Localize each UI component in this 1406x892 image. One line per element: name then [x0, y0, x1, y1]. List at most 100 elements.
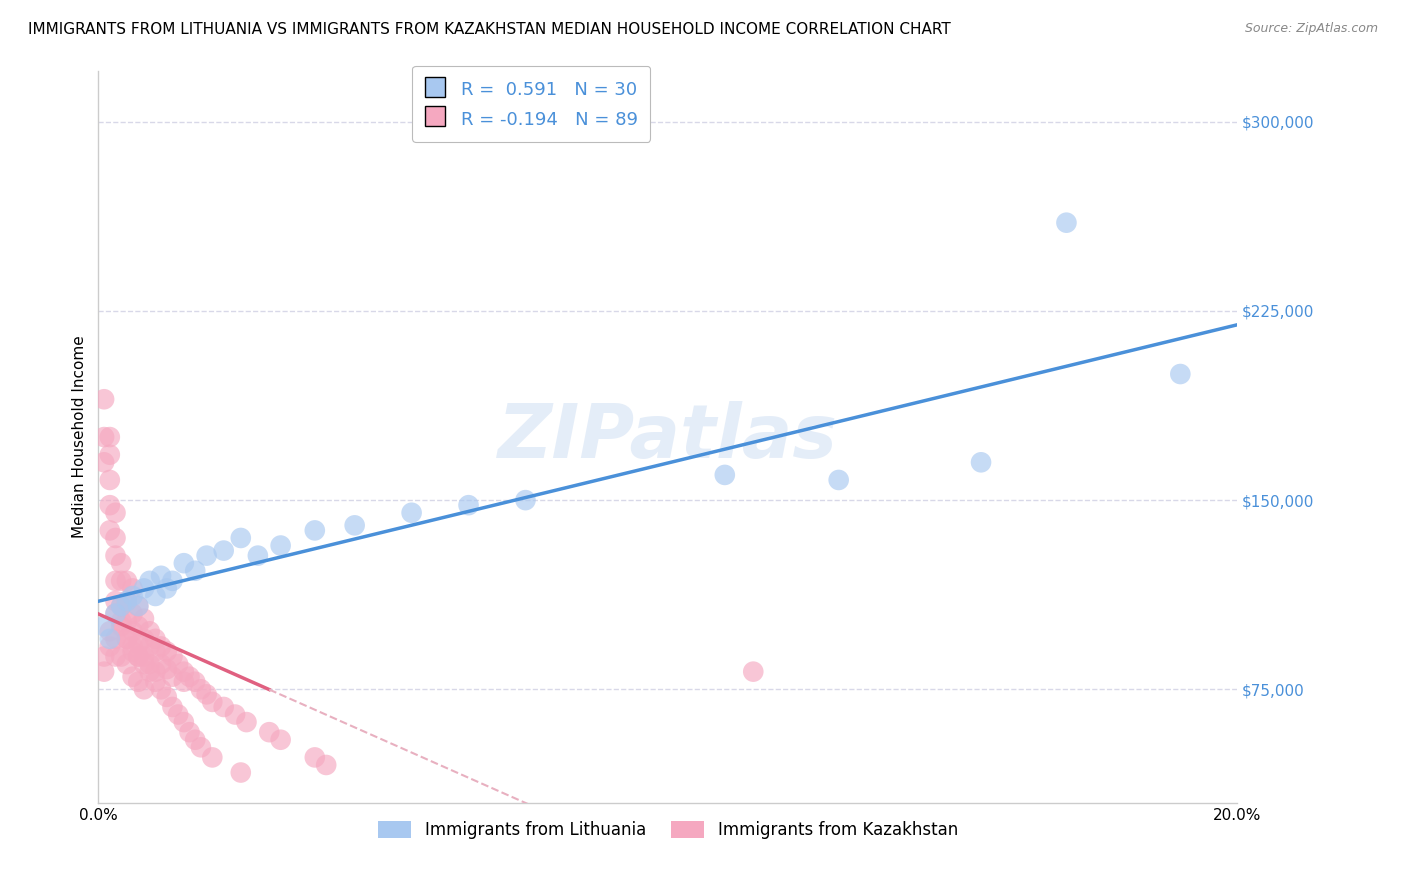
Point: [121, 582, 143, 596]
Point: [127, 599, 149, 613]
Point: [145, 632, 167, 646]
Point: [212, 543, 235, 558]
Point: [138, 640, 160, 654]
Point: [212, 700, 235, 714]
Point: [115, 632, 138, 646]
Point: [184, 564, 207, 578]
Point: [343, 518, 366, 533]
Point: [156, 644, 179, 658]
Point: [115, 574, 138, 588]
Point: [104, 549, 127, 563]
Point: [156, 662, 179, 676]
Point: [110, 599, 132, 613]
Point: [127, 637, 149, 651]
Point: [167, 657, 190, 671]
Point: [235, 715, 257, 730]
Point: [127, 649, 149, 664]
Point: [315, 758, 337, 772]
Point: [115, 657, 138, 671]
Point: [115, 594, 138, 608]
Point: [132, 657, 155, 671]
Point: [828, 473, 851, 487]
Point: [115, 632, 138, 646]
Point: [173, 715, 195, 730]
Point: [93, 455, 115, 469]
Point: [259, 725, 281, 739]
Point: [167, 707, 190, 722]
Point: [229, 531, 252, 545]
Point: [93, 665, 115, 679]
Point: [162, 574, 184, 588]
Point: [110, 649, 132, 664]
Point: [162, 670, 184, 684]
Point: [132, 649, 155, 664]
Point: [104, 632, 127, 646]
Point: [229, 765, 252, 780]
Text: ZIPatlas: ZIPatlas: [498, 401, 838, 474]
Point: [98, 448, 121, 462]
Point: [104, 607, 127, 621]
Point: [93, 430, 115, 444]
Point: [179, 725, 201, 739]
Point: [127, 649, 149, 664]
Point: [304, 524, 326, 538]
Point: [121, 607, 143, 621]
Point: [93, 619, 115, 633]
Point: [110, 556, 132, 570]
Point: [173, 556, 195, 570]
Point: [110, 614, 132, 628]
Point: [98, 632, 121, 646]
Point: [173, 674, 195, 689]
Point: [127, 619, 149, 633]
Point: [1170, 367, 1192, 381]
Point: [110, 599, 132, 613]
Point: [742, 665, 765, 679]
Point: [173, 665, 195, 679]
Point: [98, 430, 121, 444]
Point: [184, 674, 207, 689]
Point: [145, 665, 167, 679]
Point: [93, 392, 115, 407]
Point: [150, 657, 173, 671]
Text: Source: ZipAtlas.com: Source: ZipAtlas.com: [1244, 22, 1378, 36]
Point: [190, 682, 212, 697]
Point: [162, 649, 184, 664]
Point: [98, 498, 121, 512]
Point: [457, 498, 479, 512]
Point: [104, 506, 127, 520]
Point: [201, 750, 224, 764]
Point: [98, 524, 121, 538]
Text: IMMIGRANTS FROM LITHUANIA VS IMMIGRANTS FROM KAZAKHSTAN MEDIAN HOUSEHOLD INCOME : IMMIGRANTS FROM LITHUANIA VS IMMIGRANTS …: [28, 22, 950, 37]
Point: [93, 649, 115, 664]
Point: [104, 607, 127, 621]
Point: [132, 582, 155, 596]
Point: [98, 473, 121, 487]
Point: [138, 665, 160, 679]
Point: [195, 687, 218, 701]
Point: [121, 624, 143, 639]
Point: [138, 657, 160, 671]
Point: [970, 455, 993, 469]
Point: [121, 640, 143, 654]
Point: [162, 700, 184, 714]
Point: [246, 549, 269, 563]
Point: [104, 594, 127, 608]
Point: [115, 594, 138, 608]
Point: [104, 574, 127, 588]
Y-axis label: Median Household Income: Median Household Income: [72, 335, 87, 539]
Point: [1056, 216, 1078, 230]
Point: [270, 539, 292, 553]
Point: [145, 644, 167, 658]
Point: [127, 599, 149, 613]
Point: [714, 467, 737, 482]
Point: [121, 644, 143, 658]
Point: [104, 649, 127, 664]
Point: [401, 506, 423, 520]
Point: [201, 695, 224, 709]
Point: [115, 614, 138, 628]
Point: [156, 690, 179, 704]
Legend: Immigrants from Lithuania, Immigrants from Kazakhstan: Immigrants from Lithuania, Immigrants fr…: [371, 814, 965, 846]
Point: [104, 531, 127, 545]
Point: [98, 640, 121, 654]
Point: [195, 549, 218, 563]
